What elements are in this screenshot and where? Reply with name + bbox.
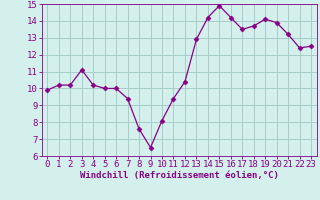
X-axis label: Windchill (Refroidissement éolien,°C): Windchill (Refroidissement éolien,°C) — [80, 171, 279, 180]
